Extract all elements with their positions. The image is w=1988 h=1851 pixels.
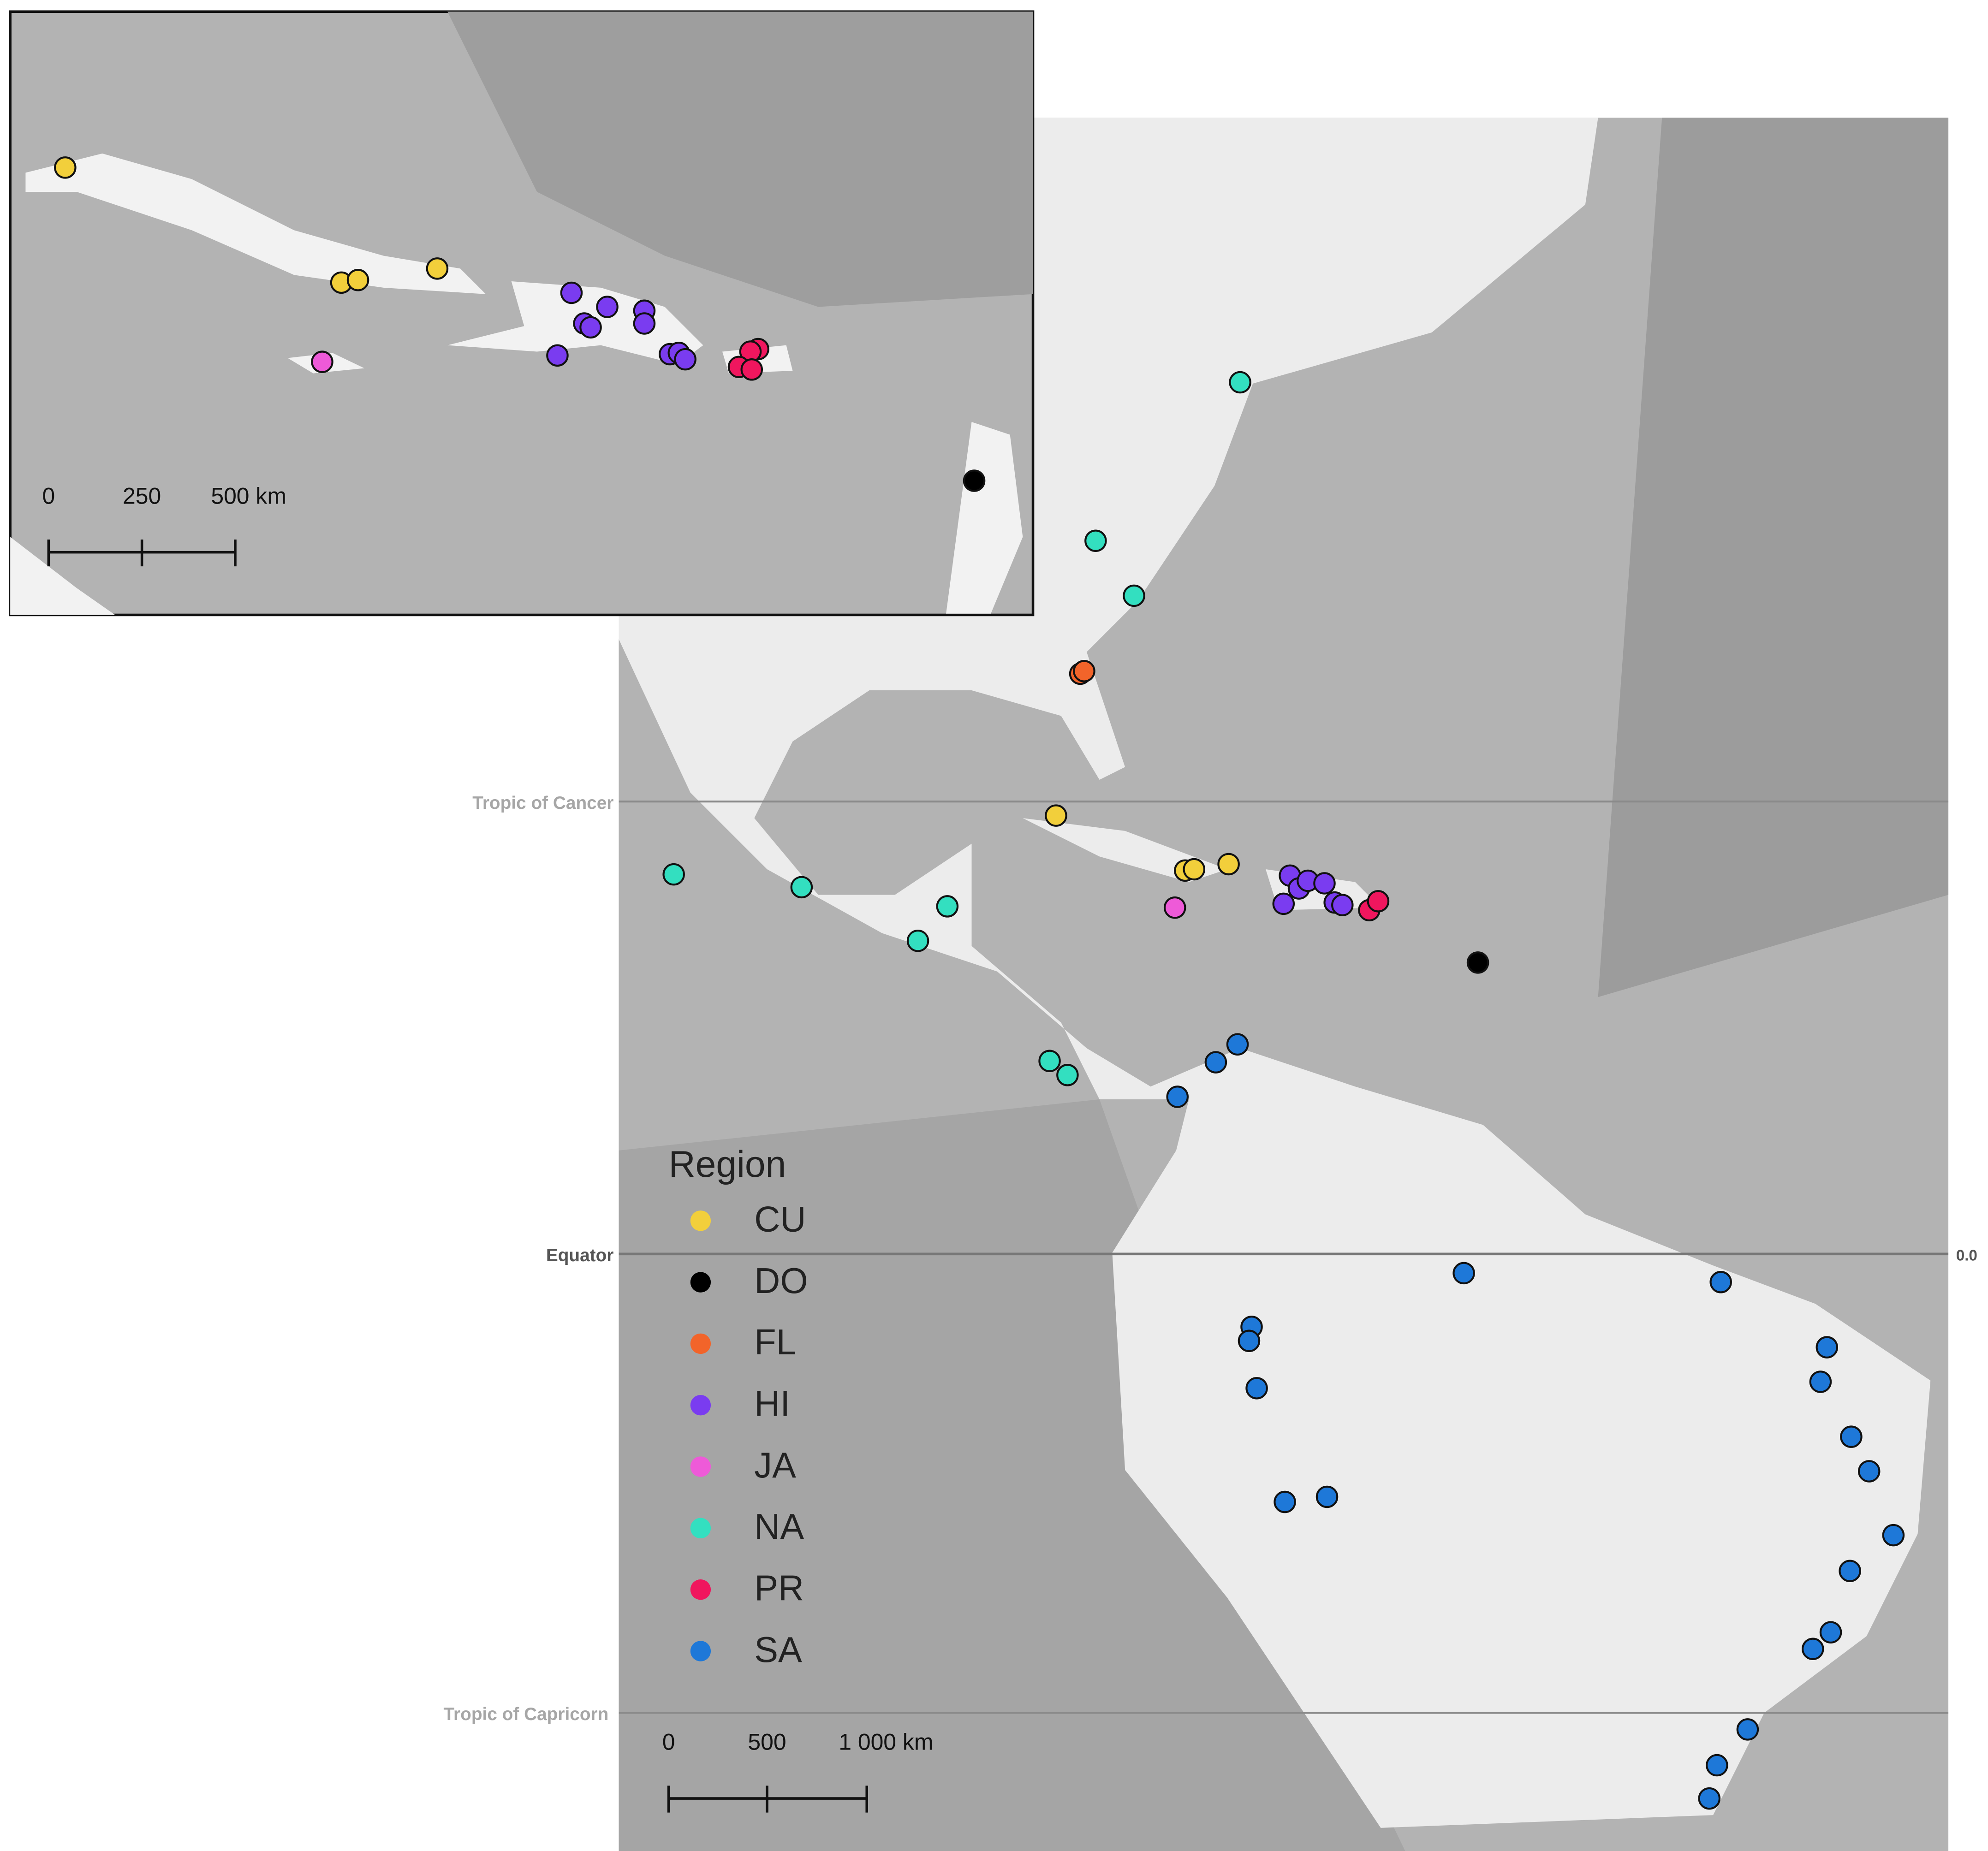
site-point [1882,1524,1905,1547]
site-point [1809,1370,1832,1393]
site-point [1452,1262,1475,1285]
site-point [1840,1425,1863,1448]
deep-ocean [619,1099,1405,1851]
site-point [1315,1485,1339,1508]
site-point [662,863,685,886]
equator-value: 0.0 [1956,1247,1977,1264]
inset-points [54,156,986,492]
scale-label: 500 [748,1729,786,1755]
site-point [674,348,696,371]
latitude-label: Equator [546,1246,614,1265]
site-point [1229,371,1251,394]
legend-swatch [690,1456,711,1477]
legend-label: JA [754,1446,796,1485]
site-point [1056,1064,1079,1086]
site-point [1084,529,1107,552]
site-point [906,930,929,952]
legend-label: CU [754,1200,806,1240]
site-point [1698,1787,1721,1810]
legend-swatch [690,1579,711,1600]
scale-label: 0 [42,483,55,509]
site-point [1163,896,1186,919]
legend-title: Region [669,1144,786,1185]
site-point [1238,1329,1261,1353]
site-point [1819,1621,1842,1644]
legend-label: HI [754,1384,790,1424]
site-point [1183,858,1206,881]
site-point [1038,1050,1061,1073]
site-point [1367,890,1390,913]
site-point [1709,1271,1732,1293]
site-point [1466,951,1489,974]
site-point [1073,660,1095,682]
scale-label: 0 [662,1729,675,1755]
scale-label: 500 km [211,483,286,509]
site-point [1245,1377,1268,1400]
site-point [740,358,763,381]
scale-label: 1 000 km [839,1729,933,1755]
site-point [633,312,656,335]
scale-label: 250 [123,483,161,509]
site-point [579,316,602,339]
legend-label: DO [754,1261,808,1301]
site-point [1706,1754,1728,1777]
deep-ocean [1598,118,1949,997]
site-point [1313,872,1336,895]
latitude-label: Tropic of Cancer [472,793,613,813]
site-point [790,876,813,899]
site-point [1123,584,1145,607]
legend: Region CU DO FL HI JA NA PR SA [669,1144,808,1670]
legend-swatch [690,1518,711,1539]
inset-map: 0 250 500 km [9,10,1035,617]
scale-bar [667,1786,868,1813]
site-point [1204,1051,1227,1074]
site-point [1331,894,1354,916]
legend-label: SA [754,1630,802,1670]
site-point [1226,1033,1249,1056]
site-point [963,469,986,492]
site-point [1045,804,1067,827]
site-point [936,895,959,918]
site-point [54,156,77,179]
site-point [1815,1336,1839,1359]
site-point [1802,1637,1824,1661]
site-point [1166,1086,1189,1108]
latitude-label: Tropic of Capricorn [443,1704,608,1724]
legend-swatch [690,1210,711,1231]
legend-swatch [690,1395,711,1416]
site-point [426,257,449,280]
site-point [560,281,583,304]
site-point [546,344,569,367]
scale-bar [47,539,237,567]
legend-label: PR [754,1568,804,1608]
site-point [596,296,619,318]
legend-swatch [690,1333,711,1354]
deep-ocean [447,12,1033,307]
cuba [25,153,486,294]
site-point [1272,892,1295,915]
site-point [346,269,369,291]
site-point [1274,1490,1296,1513]
site-point [1839,1560,1861,1582]
legend-swatch [690,1272,711,1293]
site-point [311,350,333,373]
legend-label: FL [754,1323,796,1362]
legend-label: NA [754,1507,804,1547]
main-points [662,371,1905,1810]
site-point [1857,1460,1881,1483]
site-point [1217,853,1240,876]
site-point [1736,1718,1759,1741]
legend-swatch [690,1641,711,1661]
